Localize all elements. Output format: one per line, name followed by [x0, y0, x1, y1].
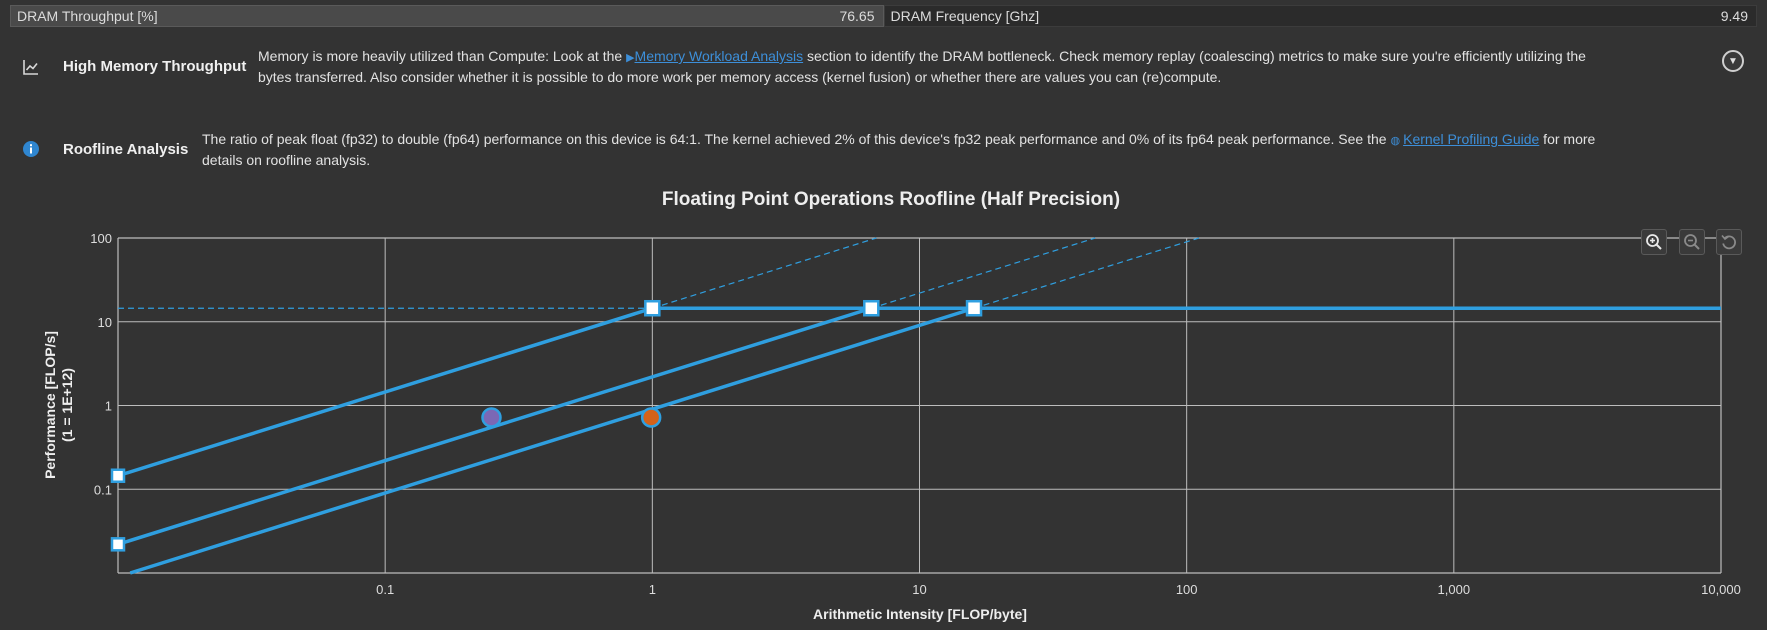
zoom-in-icon: [1646, 234, 1662, 250]
y-tick-label: 10: [98, 315, 112, 330]
x-tick-label: 1,000: [1438, 582, 1471, 597]
chevron-down-icon: ▼: [1728, 55, 1738, 67]
y-axis-label: Performance [FLOP/s] (1 = 1E+12): [42, 331, 75, 479]
bandwidth-dashed-extension: [973, 237, 1200, 309]
rule-description: The ratio of peak float (fp32) to double…: [202, 131, 1596, 168]
roof-start-marker: [110, 537, 126, 552]
x-tick-label: 10,000: [1701, 582, 1741, 597]
metric-label: DRAM Throughput [%]: [17, 8, 158, 24]
rule-roofline-analysis: Roofline Analysis The ratio of peak floa…: [22, 130, 1757, 170]
chart-title: Floating Point Operations Roofline (Half…: [662, 189, 1120, 210]
achieved-point: [640, 407, 662, 428]
memory-workload-analysis-link[interactable]: Memory Workload Analysis: [634, 48, 804, 64]
rule-title: High Memory Throughput: [63, 58, 247, 75]
x-tick-label: 100: [1176, 582, 1198, 597]
reset-icon: [1721, 234, 1736, 250]
metric-value: 9.49: [1720, 8, 1748, 24]
bandwidth-dashed-extension: [652, 237, 877, 309]
metric-bar: DRAM Throughput [%] 76.65 DRAM Frequency…: [10, 5, 1757, 27]
roof-start-marker: [110, 468, 126, 483]
y-tick-label: 0.1: [94, 482, 112, 497]
rule-title: Roofline Analysis: [63, 141, 189, 158]
dram-throughput-cell: DRAM Throughput [%] 76.65: [10, 5, 884, 27]
collapse-button[interactable]: ▼: [1722, 50, 1744, 72]
chart-line-icon: [23, 60, 38, 75]
metric-label: DRAM Frequency [Ghz]: [890, 8, 1040, 24]
achieved-point: [481, 407, 502, 428]
kernel-profiling-guide-link[interactable]: Kernel Profiling Guide: [1403, 131, 1540, 147]
x-axis-label: Arithmetic Intensity [FLOP/byte]: [813, 606, 1027, 622]
x-tick-label: 10: [912, 582, 926, 597]
ridge-point-marker: [863, 299, 880, 317]
info-icon: [23, 141, 39, 157]
reset-zoom-button[interactable]: [1716, 229, 1742, 255]
bandwidth-roof-line: [129, 306, 975, 575]
triangle-right-icon: ▶: [626, 52, 635, 64]
dram-frequency-cell: DRAM Frequency [Ghz] 9.49: [883, 5, 1757, 27]
y-tick-label: 100: [90, 231, 112, 246]
x-tick-label: 1: [649, 582, 656, 597]
metric-value: 76.65: [839, 8, 875, 24]
rule-description: Memory is more heavily utilized than Com…: [258, 48, 1586, 85]
y-tick-label: 1: [105, 399, 112, 414]
ridge-point-marker: [965, 299, 983, 317]
zoom-in-button[interactable]: [1641, 229, 1667, 255]
y-axis-label-line1: Performance [FLOP/s]: [42, 331, 58, 479]
globe-icon: ◍: [1390, 135, 1404, 147]
rule-high-memory-throughput: High Memory Throughput Memory is more he…: [22, 47, 1757, 87]
y-axis-label-line2: (1 = 1E+12): [59, 368, 75, 442]
bandwidth-dashed-extension: [871, 237, 1096, 309]
ridge-point-marker: [644, 299, 661, 317]
zoom-out-icon: [1684, 234, 1700, 250]
x-tick-label: 0.1: [376, 582, 394, 597]
zoom-out-button[interactable]: [1679, 229, 1705, 255]
bandwidth-roof-line: [117, 306, 653, 478]
